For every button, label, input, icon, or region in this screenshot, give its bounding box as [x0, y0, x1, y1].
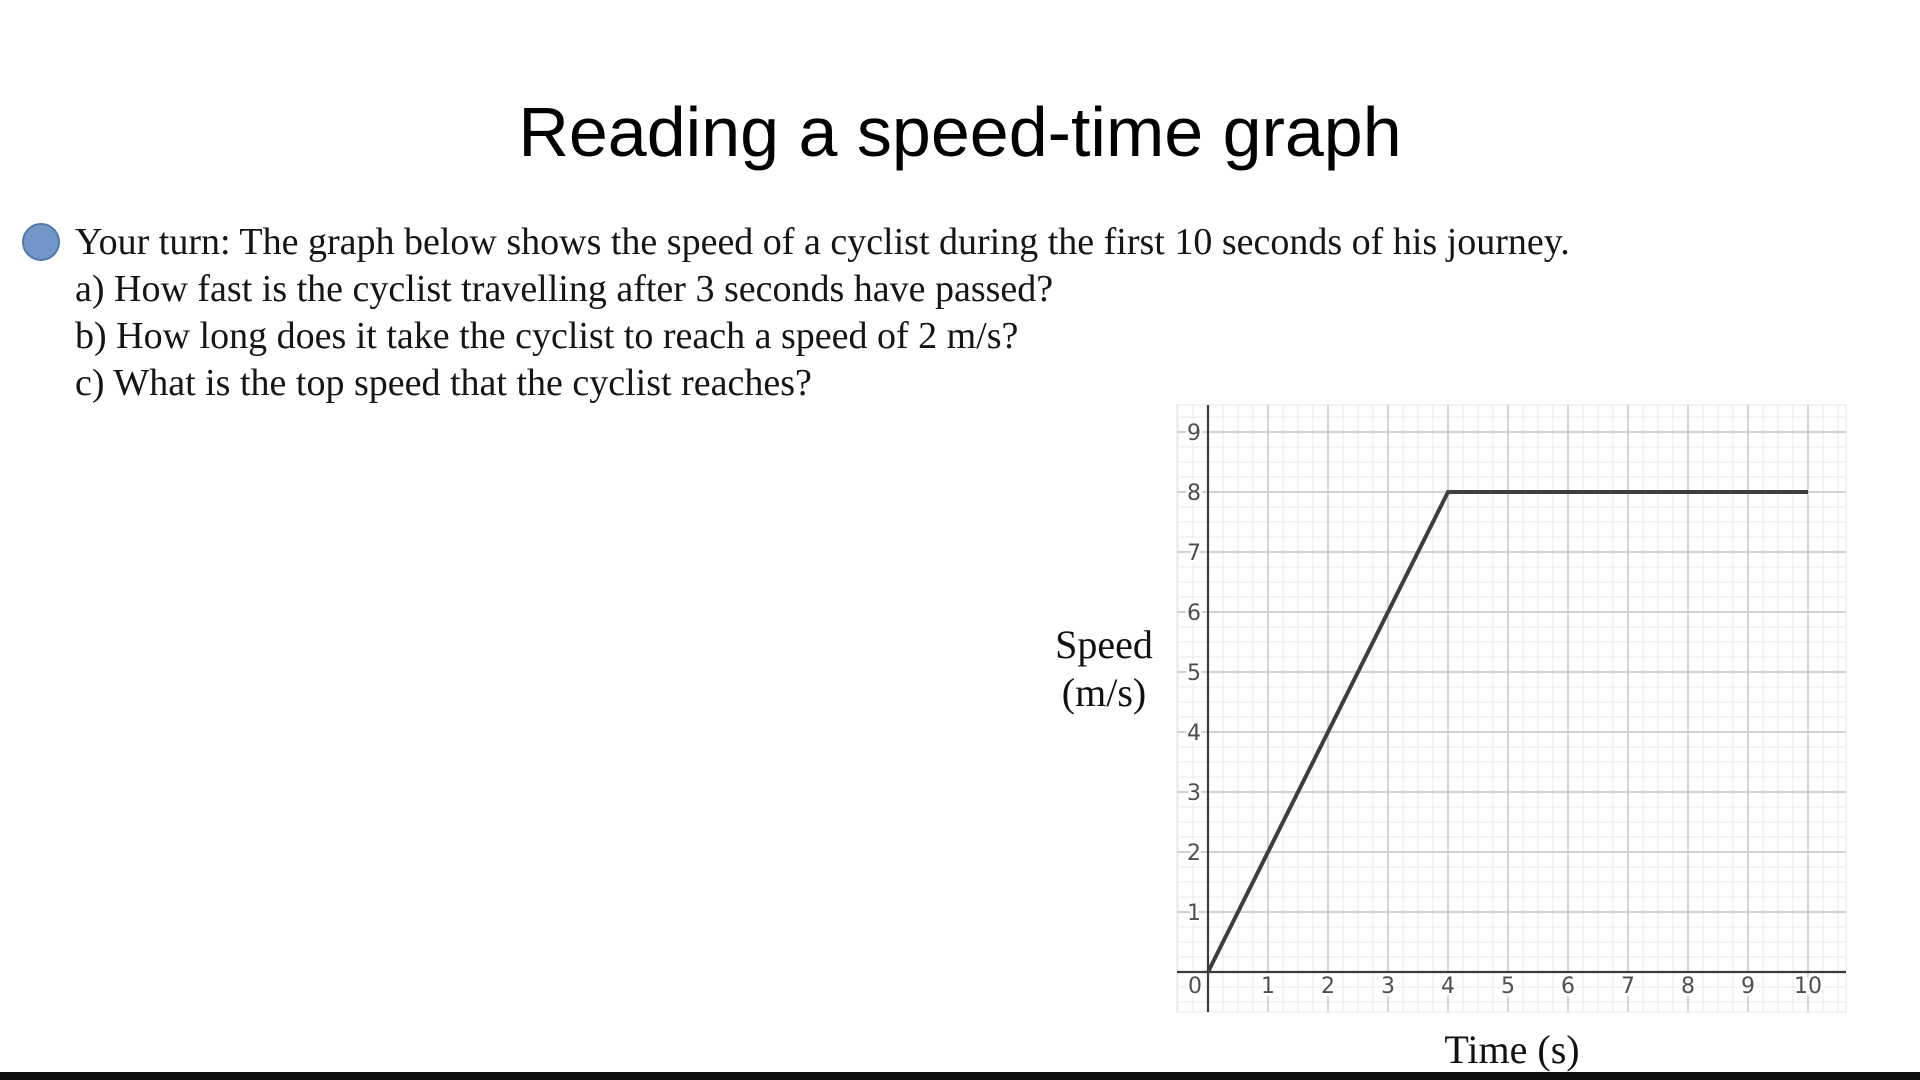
- y-axis-title: Speed (m/s): [1014, 621, 1194, 717]
- x-tick-label-6: 6: [1561, 974, 1575, 999]
- x-tick-label-5: 5: [1501, 974, 1515, 999]
- grid-edge: [1176, 404, 1847, 1013]
- x-tick-label-10: 10: [1794, 974, 1822, 999]
- y-tick-label-8: 8: [1187, 481, 1201, 506]
- y-axis-title-line2: (m/s): [1061, 670, 1147, 715]
- y-tick-label-3: 3: [1187, 781, 1201, 806]
- y-tick-label-9: 9: [1187, 421, 1201, 446]
- question-b-line: b) How long does it take the cyclist to …: [75, 315, 1019, 357]
- bullet-circle-icon: [22, 223, 60, 261]
- tick-labels: 1 2 3 4 5 6 7 8 9 0 1 2 3 4 5 6 7 8 9 10: [1184, 418, 1825, 1002]
- slide-title: Reading a speed-time graph: [518, 93, 1402, 171]
- question-c-line: c) What is the top speed that the cyclis…: [75, 362, 812, 404]
- question-text-block: Your turn: The graph below shows the spe…: [75, 219, 1865, 407]
- speed-time-graph: 1 2 3 4 5 6 7 8 9 0 1 2 3 4 5 6 7 8 9 10: [1140, 395, 1880, 1035]
- x-tick-label-4: 4: [1441, 974, 1455, 999]
- y-tick-label-6: 6: [1187, 601, 1201, 626]
- y-tick-label-1: 1: [1187, 901, 1201, 926]
- axes: [1177, 405, 1846, 1012]
- y-axis-title-line1: Speed: [1055, 622, 1153, 667]
- series-line-cyclist-speed: [1206, 490, 1808, 973]
- series-cyclist-speed: [1206, 490, 1808, 973]
- y-tick-label-7: 7: [1187, 541, 1201, 566]
- bottom-bar: [0, 1072, 1920, 1080]
- x-axis-title: Time (s): [1444, 1027, 1580, 1072]
- x-tick-label-2: 2: [1321, 974, 1335, 999]
- grid-minor-lines: [1177, 405, 1846, 1012]
- question-intro-line: Your turn: The graph below shows the spe…: [75, 221, 1570, 263]
- speed-time-graph-canvas: 1 2 3 4 5 6 7 8 9 0 1 2 3 4 5 6 7 8 9 10: [1176, 404, 1847, 1013]
- y-tick-label-4: 4: [1187, 721, 1201, 746]
- x-tick-label-3: 3: [1381, 974, 1395, 999]
- x-tick-label-9: 9: [1741, 974, 1755, 999]
- x-tick-label-7: 7: [1621, 974, 1635, 999]
- y-tick-label-5: 5: [1187, 661, 1201, 686]
- x-tick-label-8: 8: [1681, 974, 1695, 999]
- y-tick-label-2: 2: [1187, 841, 1201, 866]
- grid-major-lines: [1177, 405, 1846, 1012]
- question-a-line: a) How fast is the cyclist travelling af…: [75, 268, 1054, 310]
- x-tick-label-0: 0: [1188, 974, 1202, 999]
- x-tick-label-1: 1: [1261, 974, 1275, 999]
